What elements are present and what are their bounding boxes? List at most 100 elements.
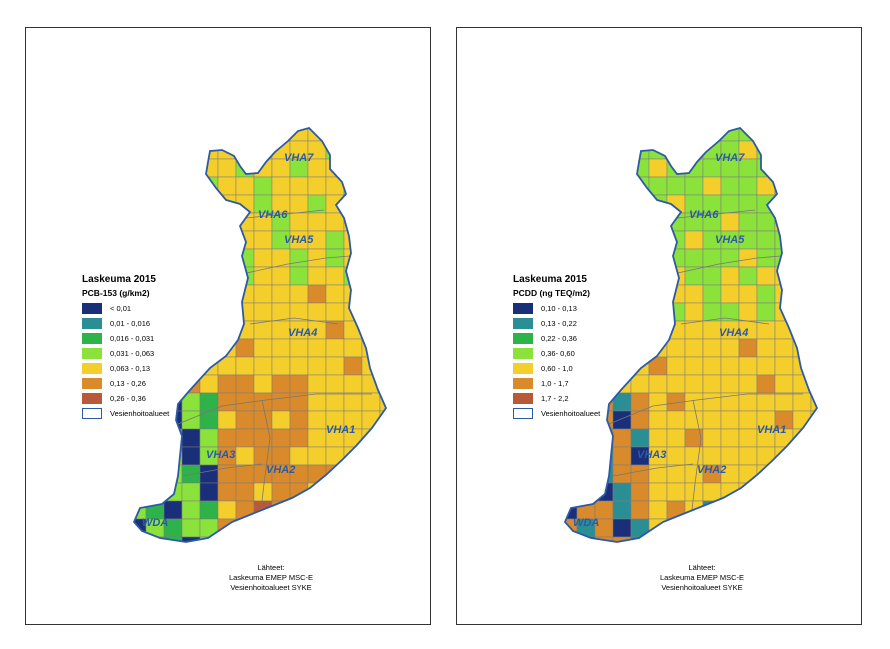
- legend-class-label: 0,26 - 0,36: [110, 394, 146, 403]
- grid-cell: [343, 158, 363, 178]
- grid-cell: [684, 518, 704, 538]
- grid-cell: [199, 500, 219, 520]
- finland-map-pcb153: VHA7 VHA6 VHA5 VHA4 VHA3 VHA2 VHA1 WDA: [132, 126, 416, 543]
- grid-cell: [810, 284, 817, 304]
- map-panel-pcb153: VHA7 VHA6 VHA5 VHA4 VHA3 VHA2 VHA1 WDA Laskeuma…: [25, 27, 431, 625]
- grid-cell: [648, 320, 668, 340]
- grid-cell: [792, 392, 812, 412]
- region-label: VHA4: [288, 327, 317, 339]
- grid-cell: [343, 392, 363, 412]
- legend-class-label: 0,22 - 0,36: [541, 334, 577, 343]
- grid-cell: [361, 392, 381, 412]
- grid-cell: [325, 128, 345, 142]
- grid-cell: [738, 500, 758, 520]
- legend-class: 1,7 - 2,2: [513, 391, 623, 406]
- grid-cell: [134, 230, 147, 250]
- grid-cell: [565, 464, 578, 484]
- grid-cell: [720, 194, 740, 214]
- grid-cell: [756, 230, 776, 250]
- grid-cell: [792, 140, 812, 160]
- grid-cell: [738, 176, 758, 196]
- grid-cell: [398, 465, 416, 483]
- legend-swatch: [513, 348, 533, 359]
- grid-cell: [163, 482, 183, 502]
- grid-cell: [702, 518, 722, 538]
- region-label: VHA1: [326, 424, 355, 436]
- grid-cell: [271, 536, 291, 542]
- grid-cell: [756, 284, 776, 304]
- grid-cell: [235, 374, 255, 394]
- grid-cell: [163, 212, 183, 232]
- grid-cell: [702, 392, 722, 412]
- region-label: VHA5: [715, 234, 745, 246]
- grid-cell: [720, 212, 740, 232]
- grid-cell: [217, 284, 237, 304]
- grid-cell: [774, 248, 794, 268]
- grid-cell: [684, 356, 704, 376]
- grid-cell: [379, 374, 386, 394]
- grid-cell: [134, 140, 147, 160]
- grid-cell: [361, 302, 381, 322]
- grid-cell: [702, 410, 722, 430]
- grid-cell: [810, 194, 817, 214]
- legend-class: 0,60 - 1,0: [513, 361, 623, 376]
- grid-cell: [792, 320, 812, 340]
- grid-cell: [325, 356, 345, 376]
- grid-cell: [756, 356, 776, 376]
- grid-cell: [398, 519, 416, 537]
- grid-cell: [379, 212, 386, 232]
- grid-cell: [829, 141, 847, 159]
- grid-cell: [289, 410, 309, 430]
- grid-cell: [756, 482, 776, 502]
- grid-cell: [325, 500, 345, 520]
- grid-cell: [774, 500, 794, 520]
- grid-cell: [810, 446, 817, 466]
- grid-cell: [398, 285, 416, 303]
- grid-cell: [594, 158, 614, 178]
- legend-class: 0,26 - 0,36: [82, 391, 192, 406]
- grid-cell: [565, 446, 578, 466]
- grid-cell: [307, 356, 327, 376]
- grid-cell: [199, 428, 219, 448]
- grid-cell: [630, 374, 650, 394]
- grid-cell: [684, 140, 704, 160]
- grid-cell: [379, 230, 386, 250]
- grid-cell: [398, 429, 416, 447]
- grid-cell: [565, 176, 578, 196]
- grid-cell: [163, 248, 183, 268]
- grid-cell: [630, 464, 650, 484]
- grid-cell: [361, 266, 381, 286]
- grid-cell: [217, 320, 237, 340]
- grid-cell: [630, 500, 650, 520]
- grid-cell: [756, 446, 776, 466]
- grid-cell: [738, 464, 758, 484]
- grid-cell: [253, 140, 273, 160]
- grid-cell: [576, 464, 596, 484]
- basin-boundary: [241, 255, 351, 275]
- region-label: VHA3: [206, 449, 235, 461]
- map-sources: Lähteet: Laskeuma EMEP MSC-E Vesienhoito…: [617, 563, 787, 593]
- grid-cell: [134, 464, 147, 484]
- grid-cell: [829, 501, 847, 519]
- grid-cell: [134, 158, 147, 178]
- grid-cell: [702, 266, 722, 286]
- grid-cell: [398, 375, 416, 393]
- grid-cell: [145, 140, 165, 160]
- grid-cell: [271, 410, 291, 430]
- grid-cell: [684, 302, 704, 322]
- grid-cell: [630, 302, 650, 322]
- grid-cell: [774, 158, 794, 178]
- grid-cell: [630, 428, 650, 448]
- grid-cell: [325, 536, 345, 542]
- grid-cell: [271, 392, 291, 412]
- grid-cell: [217, 230, 237, 250]
- grid-cell: [379, 176, 386, 196]
- grid-cell: [702, 536, 722, 542]
- region-label: VHA4: [719, 327, 748, 339]
- grid-cell: [720, 536, 740, 542]
- legend-swatch: [82, 348, 102, 359]
- grid-cell: [145, 482, 165, 502]
- grid-cell: [829, 123, 847, 141]
- legend-class: 0,13 - 0,26: [82, 376, 192, 391]
- grid-cell: [756, 212, 776, 232]
